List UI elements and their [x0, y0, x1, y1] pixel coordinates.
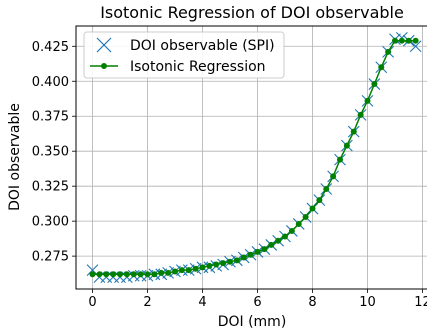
legend-box [83, 31, 285, 79]
isotonic-point [254, 248, 261, 255]
isotonic-point [316, 197, 323, 204]
isotonic-point [268, 241, 275, 248]
y-tick-label: 0.350 [32, 145, 69, 160]
isotonic-point [371, 81, 378, 88]
isotonic-point [412, 37, 419, 44]
isotonic-point [343, 142, 350, 149]
isotonic-point [323, 185, 330, 192]
isotonic-point [130, 271, 137, 278]
legend-isotonic-marker [90, 63, 118, 69]
x-axis: 0 2 4 6 8 10 12 [88, 289, 427, 310]
isotonic-point [103, 271, 110, 278]
x-tick-label: 12 [414, 295, 427, 310]
legend: DOI observable (SPI) Isotonic Regression [83, 31, 285, 79]
legend-label-isotonic: Isotonic Regression [130, 59, 266, 75]
y-tick-label: 0.375 [32, 110, 69, 125]
x-tick-label: 8 [308, 295, 316, 310]
isotonic-point [261, 246, 268, 253]
y-tick-label: 0.275 [32, 250, 69, 265]
x-tick-label: 0 [88, 295, 96, 310]
y-axis-label: DOI observable [7, 103, 23, 211]
isotonic-point [199, 264, 206, 271]
isotonic-point [151, 271, 158, 278]
series-isotonic [89, 37, 419, 278]
x-axis-label: DOI (mm) [218, 314, 287, 330]
isotonic-point [385, 48, 392, 55]
isotonic-point [398, 37, 405, 44]
isotonic-point [240, 254, 247, 261]
isotonic-point [350, 128, 357, 135]
isotonic-point [165, 269, 172, 276]
y-tick-label: 0.425 [32, 40, 69, 55]
isotonic-point [233, 257, 240, 264]
isotonic-point [302, 213, 309, 220]
isotonic-point [206, 262, 213, 269]
y-tick-label: 0.400 [32, 75, 69, 90]
x-tick-label: 4 [198, 295, 206, 310]
isotonic-point [275, 237, 282, 244]
isotonic-point [96, 271, 103, 278]
x-tick-label: 10 [359, 295, 376, 310]
y-tick-label: 0.325 [32, 180, 69, 195]
isotonic-point [213, 261, 220, 268]
series-layer [86, 32, 422, 283]
plot-frame [75, 25, 427, 290]
x-tick-label: 2 [143, 295, 151, 310]
legend-label-spi: DOI observable (SPI) [130, 38, 275, 54]
y-axis: 0.275 0.300 0.325 0.350 0.375 0.400 0.425 [32, 40, 76, 265]
isotonic-point [144, 271, 151, 278]
isotonic-point [185, 267, 192, 274]
isotonic-point [405, 37, 412, 44]
isotonic-point [378, 64, 385, 71]
isotonic-point [309, 205, 316, 212]
isotonic-point [158, 269, 165, 276]
isotonic-point [110, 271, 117, 278]
x-tick-label: 6 [253, 295, 261, 310]
isotonic-point [178, 267, 185, 274]
isotonic-point [220, 260, 227, 267]
isotonic-point [89, 271, 96, 278]
isotonic-point [137, 271, 144, 278]
chart-title: Isotonic Regression of DOI observable [100, 3, 404, 22]
isotonic-point [392, 37, 398, 44]
isotonic-point [288, 227, 295, 234]
spi-point [409, 40, 422, 53]
isotonic-point [172, 268, 178, 275]
legend-spi-marker [96, 37, 112, 53]
isotonic-point [117, 271, 123, 278]
isotonic-point [192, 265, 199, 272]
isotonic-point [123, 271, 130, 278]
isotonic-point [282, 233, 288, 240]
isotonic-point [295, 220, 302, 227]
y-tick-label: 0.300 [32, 215, 69, 230]
isotonic-point [357, 111, 364, 118]
isotonic-point [337, 156, 343, 163]
isotonic-point [364, 97, 371, 104]
isotonic-point [227, 258, 233, 265]
isotonic-point [330, 173, 337, 180]
isotonic-point [247, 251, 254, 258]
